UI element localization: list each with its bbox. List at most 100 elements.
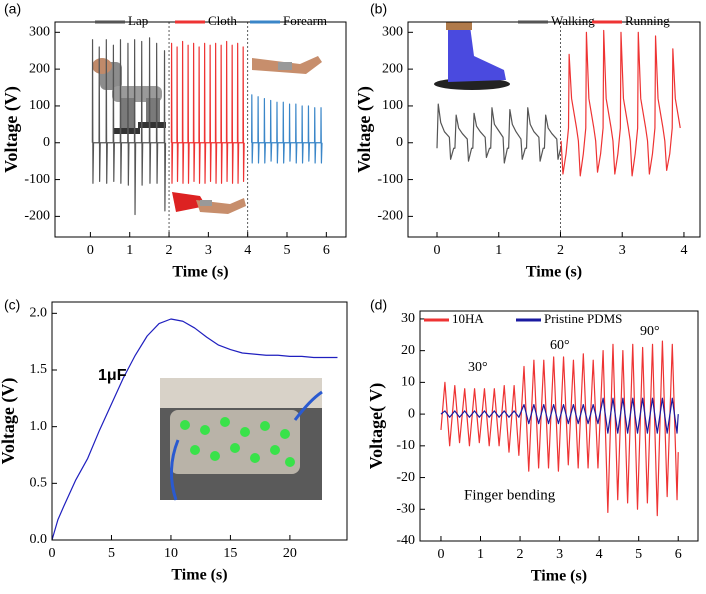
- plot-frame: [419, 310, 699, 542]
- y-tick-label: 1.0: [30, 419, 48, 434]
- photo-breadboard: [160, 378, 322, 408]
- x-tick-label: 5: [635, 547, 642, 562]
- y-tick-label: -100: [24, 172, 50, 187]
- illustration-part: [172, 192, 206, 212]
- cloth-illustration: [172, 192, 246, 214]
- photo-wire: [293, 390, 323, 421]
- data-line: [51, 318, 338, 541]
- y-tick-label: -20: [396, 470, 415, 485]
- legend-label: Cloth: [208, 13, 237, 28]
- data-line: [170, 40, 245, 184]
- x-tick-label: 1: [477, 547, 484, 562]
- annotation: 1μF: [98, 367, 127, 384]
- illustration-part: [446, 22, 472, 30]
- y-tick-label: 200: [382, 61, 403, 76]
- y-axis-title: Voltage (V): [0, 378, 19, 465]
- x-tick-label: 2: [517, 547, 524, 562]
- chart-panel: (d) 0 1 2 3 4 5 6 -40 -30 -20 -10 0 10 20 30 Time (s) Vol…: [366, 297, 699, 585]
- plot-frame: [407, 21, 701, 238]
- y-tick-label: 0: [408, 406, 415, 421]
- y-tick-label: 300: [29, 25, 50, 40]
- x-axis-title: Time (s): [171, 567, 227, 584]
- legend-label: Running: [625, 13, 670, 28]
- annotation: Finger bending: [464, 487, 556, 503]
- x-tick-label: 0: [87, 243, 94, 258]
- annotation: 30°: [468, 360, 488, 375]
- x-tick-label: 20: [283, 546, 297, 561]
- illustration-part: [138, 122, 166, 128]
- plot-frame: [51, 301, 348, 541]
- annotation: 60°: [550, 338, 570, 353]
- lap-illustration: [92, 58, 166, 134]
- led-photo: [160, 378, 323, 501]
- y-tick-label: 0: [396, 135, 403, 150]
- y-tick-label: 100: [29, 98, 50, 113]
- chart-panel: (a) 0 1 2 3 4 5 6 -200 -100 0 100 200 300 Time (s) Volt…: [1, 1, 347, 281]
- x-tick-label: 15: [223, 546, 237, 561]
- illustration-part: [278, 62, 292, 70]
- annotation: 90°: [640, 324, 660, 339]
- data-line: [440, 397, 679, 434]
- x-axis-title: Time (s): [531, 568, 587, 585]
- x-tick-label: 4: [680, 243, 687, 258]
- x-tick-label: 3: [556, 547, 563, 562]
- illustration-part: [448, 26, 506, 82]
- y-tick-label: -40: [396, 533, 415, 548]
- led-glow: [180, 417, 295, 467]
- x-tick-label: 3: [619, 243, 626, 258]
- y-tick-label: -30: [396, 501, 415, 516]
- y-tick-label: 100: [382, 98, 403, 113]
- foot-illustration: [434, 22, 510, 90]
- x-axis-title: Time (s): [526, 264, 582, 281]
- x-tick-label: 0: [434, 243, 441, 258]
- illustration-part: [200, 200, 212, 206]
- forearm-illustration: [252, 56, 322, 74]
- data-line: [560, 29, 681, 177]
- panel-label: (a): [4, 1, 21, 17]
- data-line: [436, 103, 562, 164]
- legend-label: Lap: [128, 13, 148, 28]
- x-axis-title: Time (s): [172, 264, 228, 281]
- panel-label: (c): [4, 297, 20, 313]
- x-tick-label: 6: [323, 243, 330, 258]
- x-tick-label: 5: [284, 243, 291, 258]
- x-tick-label: 2: [557, 243, 564, 258]
- x-tick-label: 10: [164, 546, 178, 561]
- x-tick-label: 4: [596, 547, 603, 562]
- y-tick-label: -200: [377, 209, 403, 224]
- legend-label: Walking: [551, 13, 595, 28]
- legend-label: Pristine PDMS: [544, 311, 622, 326]
- data-line: [251, 94, 323, 164]
- x-tick-label: 0: [49, 546, 56, 561]
- x-tick-label: 6: [675, 547, 682, 562]
- y-tick-label: 2.0: [30, 306, 48, 321]
- panel-label: (b): [370, 1, 387, 17]
- legend-label: Forearm: [283, 13, 327, 28]
- illustration-part: [92, 58, 112, 74]
- panel-label: (d): [370, 297, 387, 313]
- y-tick-label: 0.0: [30, 532, 48, 547]
- y-tick-label: 0: [43, 135, 50, 150]
- x-tick-label: 4: [244, 243, 251, 258]
- y-tick-label: 30: [401, 311, 415, 326]
- legend-label: 10HA: [452, 311, 484, 326]
- y-tick-label: 1.5: [30, 362, 48, 377]
- x-tick-label: 3: [205, 243, 212, 258]
- y-tick-label: 10: [401, 375, 415, 390]
- y-tick-label: 0.5: [30, 476, 48, 491]
- x-tick-label: 5: [108, 546, 115, 561]
- y-tick-label: 200: [29, 61, 50, 76]
- x-tick-label: 0: [437, 547, 444, 562]
- chart-panel: (b) 0 1 2 3 4 -200 -100 0 100 200 300 Time (s) Voltag…: [354, 1, 701, 281]
- y-axis-title: Voltage (V): [1, 86, 22, 173]
- y-tick-label: -100: [377, 172, 403, 187]
- y-axis-title: Voltage (V): [354, 86, 375, 173]
- y-tick-label: 300: [382, 25, 403, 40]
- y-axis-title: Voltage( V): [366, 383, 387, 470]
- x-tick-label: 2: [166, 243, 173, 258]
- y-tick-label: -200: [24, 209, 50, 224]
- photo-wire: [170, 439, 180, 501]
- illustration-part: [114, 128, 140, 134]
- illustration-part: [120, 98, 134, 132]
